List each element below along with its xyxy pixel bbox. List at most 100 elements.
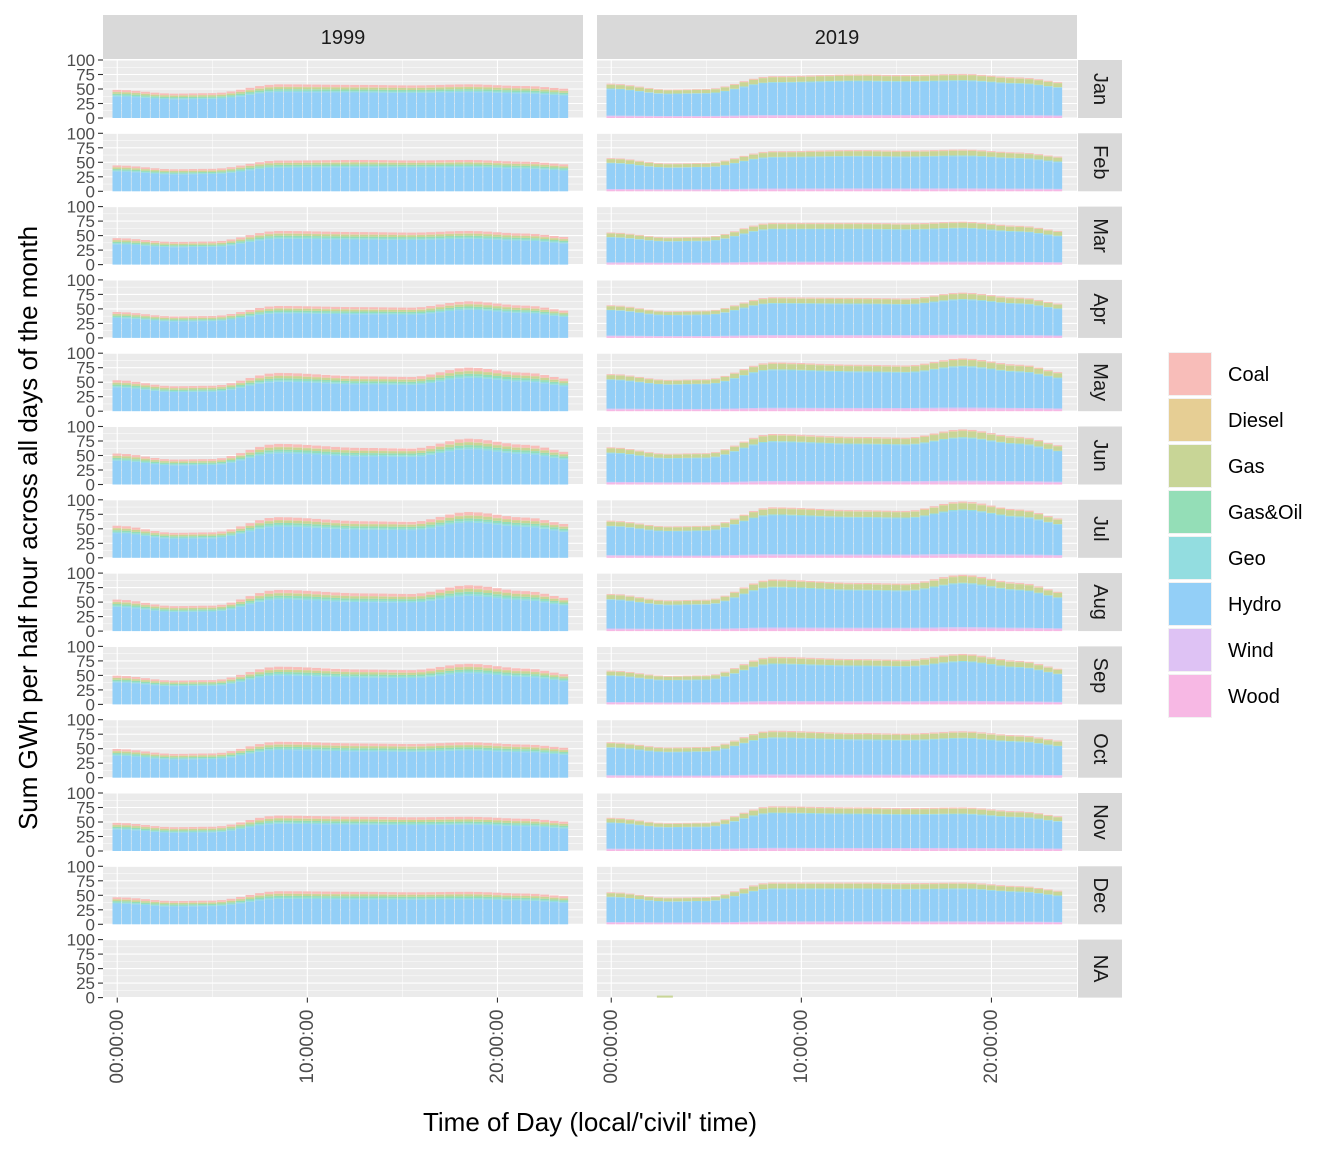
bar-segment-hydro [293, 750, 302, 778]
bar-segment-coal [227, 751, 236, 753]
bar-segment-gasoil [531, 674, 540, 676]
bar-segment-hydro [360, 678, 369, 705]
bar-segment-geo [236, 243, 245, 244]
bar-segment-gas [692, 90, 701, 93]
bar-segment-coal [1053, 157, 1062, 158]
bar-segment-gas [160, 388, 169, 390]
bar-segment-gas [122, 456, 131, 458]
bar-segment-coal [493, 304, 502, 306]
bar-segment-hydro [227, 757, 236, 777]
bar-segment-gasoil [236, 457, 245, 459]
bar-segment-gasoil [436, 897, 445, 899]
bar-segment-geo [502, 167, 511, 168]
bar-segment-hydro [189, 321, 198, 338]
bar-segment-wood [968, 190, 977, 192]
bar-segment-geo [369, 898, 378, 899]
y-tick-label: 100 [67, 51, 95, 70]
bar-segment-hydro [768, 83, 777, 115]
bar-segment-gas [968, 223, 977, 228]
bar-segment-coal [217, 532, 226, 534]
bar-segment-coal [284, 84, 293, 86]
bar-segment-hydro [692, 94, 701, 116]
bar-segment-geo [265, 238, 274, 239]
bar-segment-coal [407, 817, 416, 819]
bar-segment-gas [417, 451, 426, 453]
bar-segment-coal [730, 231, 739, 232]
bar-segment-gasoil [407, 312, 416, 314]
bar-segment-hydro [863, 157, 872, 189]
bar-segment-gas [474, 589, 483, 592]
bar-segment-hydro [692, 168, 701, 190]
bar-segment-coal [550, 596, 559, 598]
bar-segment-geo [255, 527, 264, 529]
bar-segment-geo [854, 156, 863, 157]
bar-segment-gasoil [265, 450, 274, 452]
bar-segment-coal [550, 673, 559, 675]
bar-segment-geo [208, 758, 217, 759]
bar-segment-gas [388, 88, 397, 90]
bar-segment-gasoil [217, 683, 226, 684]
bar-segment-geo [122, 171, 131, 172]
bar-segment-coal [540, 308, 549, 310]
bar-segment-coal [141, 314, 150, 316]
bar-segment-coal [331, 160, 340, 162]
bar-segment-hydro [303, 382, 312, 411]
bar-segment-hydro [113, 387, 122, 411]
bar-segment-hydro [407, 678, 416, 704]
bar-segment-wind [1053, 115, 1062, 116]
bar-segment-hydro [635, 313, 644, 336]
bar-segment-gas [683, 90, 692, 93]
bar-segment-gas [341, 235, 350, 237]
bar-segment-hydro [882, 230, 891, 262]
bar-segment-hydro [673, 315, 682, 336]
bar-segment-geo [284, 452, 293, 454]
bar-segment-wind [939, 262, 948, 263]
bar-segment-geo [626, 90, 635, 91]
bar-segment-coal [360, 448, 369, 451]
bar-segment-gas [512, 594, 521, 596]
bar-segment-geo [227, 683, 236, 684]
bar-segment-wind [882, 262, 891, 263]
bar-segment-geo [531, 381, 540, 383]
bar-segment-coal [540, 448, 549, 451]
bar-segment-geo [483, 91, 492, 92]
bar-segment-gasoil [512, 596, 521, 598]
bar-segment-coal [331, 892, 340, 894]
bar-segment-gas [407, 380, 416, 382]
bar-segment-gasoil [113, 242, 122, 243]
bar-segment-gasoil [341, 748, 350, 750]
bar-segment-gas [312, 309, 321, 311]
bar-segment-coal [996, 152, 1005, 153]
bar-segment-geo [721, 312, 730, 313]
bar-segment-gas [227, 169, 236, 170]
bar-segment-gas [312, 819, 321, 821]
bar-segment-geo [141, 172, 150, 173]
bar-segment-hydro [407, 385, 416, 411]
bar-segment-coal [616, 306, 625, 307]
bar-segment-gasoil [160, 172, 169, 173]
bar-segment-gasoil [151, 535, 160, 536]
bar-segment-gas [512, 448, 521, 450]
bar-segment-coal [607, 233, 616, 234]
bar-segment-gas [559, 239, 568, 241]
bar-segment-gas [445, 895, 454, 897]
bar-segment-gas [369, 894, 378, 896]
bar-segment-hydro [179, 906, 188, 924]
bar-segment-gasoil [474, 445, 483, 447]
bar-segment-gas [920, 76, 929, 81]
bar-segment-coal [350, 892, 359, 894]
bar-segment-hydro [160, 321, 169, 338]
bar-segment-gas [721, 309, 730, 312]
bar-segment-gas [502, 307, 511, 309]
bar-segment-hydro [540, 901, 549, 924]
bar-segment-coal [255, 233, 264, 235]
bar-segment-geo [179, 685, 188, 686]
bar-segment-gas [331, 378, 340, 380]
bar-segment-coal [246, 746, 255, 748]
bar-segment-coal [217, 241, 226, 243]
bar-segment-geo [540, 93, 549, 94]
bar-segment-wind [892, 115, 901, 116]
bar-segment-gasoil [160, 463, 169, 464]
bar-segment-gas [426, 820, 435, 822]
bar-segment-hydro [550, 902, 559, 924]
